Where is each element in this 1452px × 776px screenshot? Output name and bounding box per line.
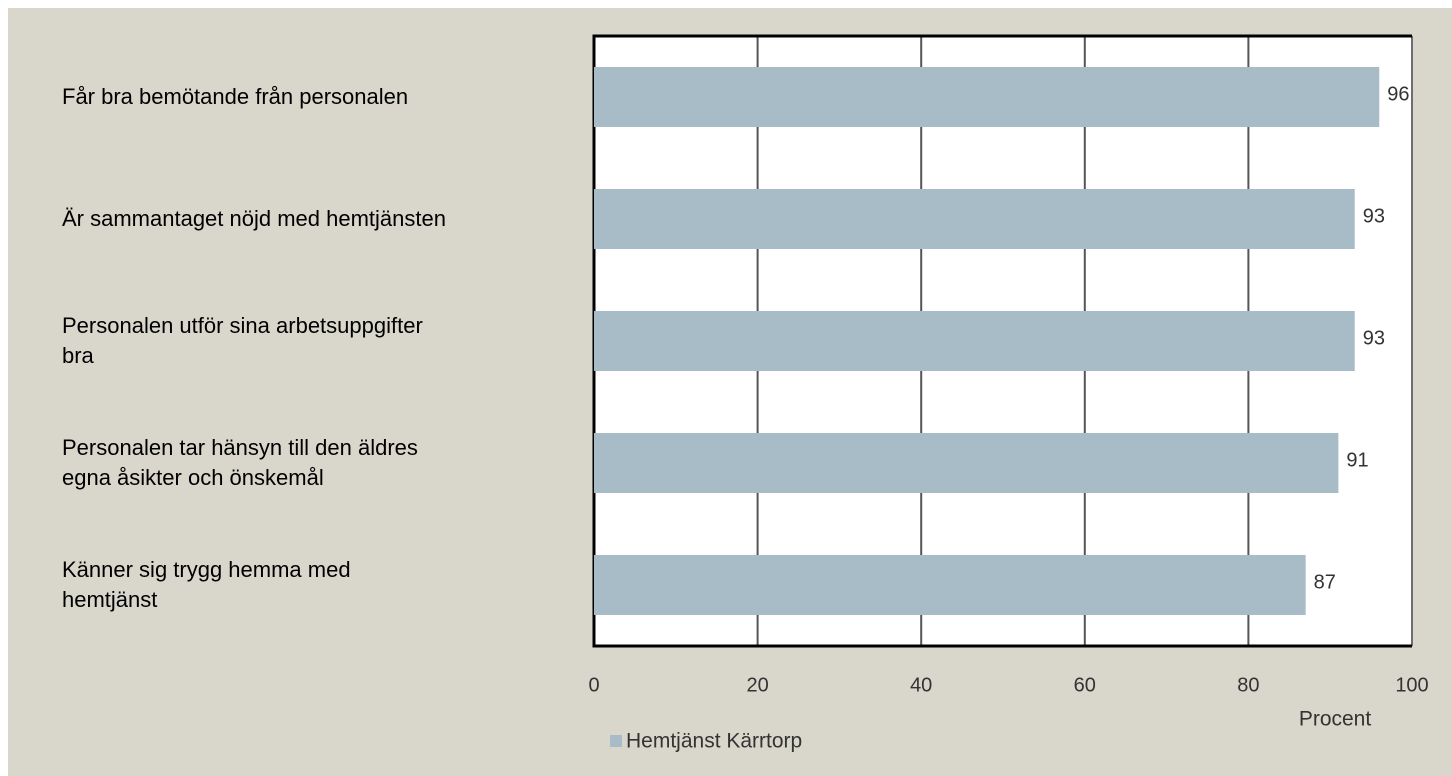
bar	[594, 555, 1306, 615]
legend-label: Hemtjänst Kärrtorp	[626, 730, 802, 753]
category-label: Får bra bemötande från personalen	[62, 84, 409, 109]
value-label: 93	[1363, 327, 1385, 349]
x-tick-label: 40	[910, 674, 932, 696]
category-label: Personalen utför sina arbetsuppgifter br…	[62, 313, 423, 368]
legend-swatch	[610, 735, 622, 747]
value-label: 91	[1346, 449, 1368, 471]
bar	[594, 311, 1355, 371]
value-label: 96	[1387, 83, 1409, 105]
x-tick-label: 60	[1074, 674, 1096, 696]
x-tick-label: 100	[1395, 674, 1428, 696]
x-tick-label: 80	[1237, 674, 1259, 696]
value-label: 87	[1314, 571, 1336, 593]
category-label: Känner sig trygg hemma med hemtjänst	[62, 557, 351, 612]
bar	[594, 67, 1380, 127]
value-label: 93	[1363, 205, 1385, 227]
x-axis-label: Procent	[1299, 708, 1372, 731]
category-label: Personalen tar hänsyn till den äldres eg…	[62, 435, 418, 490]
bar	[594, 189, 1355, 249]
x-tick-label: 20	[746, 674, 768, 696]
bar	[594, 433, 1339, 493]
x-tick-label: 0	[588, 674, 599, 696]
category-label: Är sammantaget nöjd med hemtjänsten	[62, 206, 446, 231]
